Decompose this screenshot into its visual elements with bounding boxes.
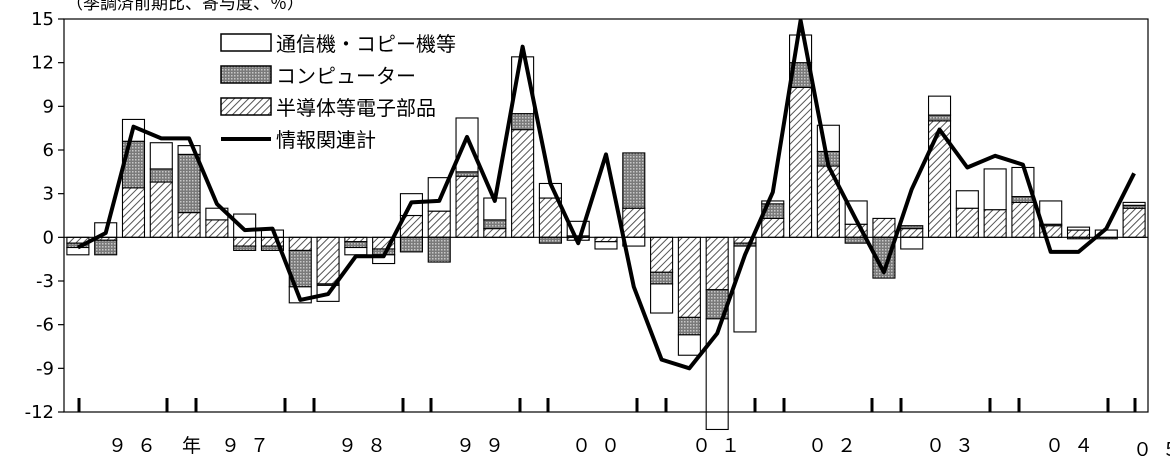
bar-computer	[344, 241, 368, 249]
bar-computer	[650, 271, 674, 285]
y-tick-label: -12	[25, 402, 54, 423]
bar-computer	[927, 114, 952, 122]
bar-semiconductor	[650, 236, 674, 273]
bar-computer	[511, 113, 535, 131]
bar-semiconductor	[1066, 229, 1091, 238]
bar-computer	[427, 236, 451, 263]
bar-computer	[622, 152, 646, 209]
legend-label-total: 情報関連計	[276, 128, 376, 152]
bar-telecom	[900, 236, 924, 250]
bar-semiconductor	[316, 236, 340, 285]
bar-telecom	[983, 168, 1007, 211]
x-tick-label: ０５	[1133, 439, 1170, 461]
bar-semiconductor	[455, 175, 479, 238]
bar-telecom	[455, 117, 479, 173]
bar-computer	[94, 239, 118, 256]
y-tick-label: -9	[36, 358, 54, 379]
x-tick-label: ０１	[692, 435, 750, 457]
bar-telecom	[677, 334, 701, 356]
x-tick-label: ０４	[1045, 435, 1103, 457]
bar-semiconductor	[761, 217, 785, 238]
bar-semiconductor	[427, 210, 451, 238]
bar-semiconductor	[983, 209, 1007, 238]
legend: 通信機・コピー機等 コンピューター 半導体等電子部品 情報関連計	[220, 32, 456, 152]
bar-semiconductor	[288, 236, 312, 251]
bar-semiconductor	[1011, 201, 1035, 238]
x-tick-label: ００	[572, 435, 630, 457]
legend-label-telecom: 通信機・コピー機等	[276, 32, 456, 56]
x-tick-label: ０２	[808, 435, 866, 457]
x-tick-label: ９９	[456, 435, 514, 457]
plot-frame	[63, 18, 1149, 413]
y-tick-label: 6	[43, 140, 54, 161]
bar-telecom	[705, 318, 729, 431]
bar-telecom	[1066, 226, 1091, 231]
bar-semiconductor	[900, 228, 924, 238]
x-tick-label: ９６	[108, 435, 166, 457]
legend-swatch-computer	[220, 65, 272, 84]
bar-telecom	[66, 246, 90, 256]
y-tick-label: 12	[31, 53, 54, 74]
bar-semiconductor	[594, 236, 618, 243]
bar-semiconductor	[344, 236, 368, 243]
bar-semiconductor	[121, 187, 146, 238]
bar-semiconductor	[177, 212, 201, 238]
bar-telecom	[344, 246, 368, 256]
bar-computer	[399, 236, 423, 253]
bar-computer	[483, 219, 507, 230]
bar-semiconductor	[955, 207, 979, 238]
bar-semiconductor	[205, 219, 229, 238]
y-tick-label: 3	[43, 184, 54, 205]
bar-semiconductor	[789, 86, 813, 238]
bar-computer	[455, 171, 479, 177]
legend-swatch-semiconductor	[220, 97, 272, 116]
bar-semiconductor	[1122, 207, 1146, 238]
bar-computer	[233, 245, 257, 251]
bar-semiconductor	[149, 181, 173, 238]
y-tick-label: -3	[36, 271, 54, 292]
legend-label-semiconductor: 半導体等電子部品	[276, 96, 436, 120]
bar-telecom	[927, 95, 952, 116]
bar-telecom	[594, 241, 618, 250]
bar-computer	[677, 316, 701, 336]
bar-semiconductor	[483, 228, 507, 238]
bar-computer	[1011, 196, 1035, 203]
bar-computer	[121, 140, 146, 189]
bar-computer	[538, 236, 562, 244]
bar-semiconductor	[872, 217, 896, 238]
bar-telecom	[149, 142, 173, 170]
bar-telecom	[955, 190, 979, 209]
bar-computer	[149, 168, 173, 183]
unit-label: （季調済前期比、寄与度、％）	[66, 0, 304, 14]
bar-telecom	[177, 145, 201, 155]
bar-semiconductor	[677, 236, 701, 318]
y-tick-label: 9	[43, 96, 54, 117]
y-tick-label: -6	[36, 315, 54, 336]
bar-semiconductor	[622, 207, 646, 238]
legend-swatch-telecom	[220, 33, 272, 52]
y-tick-label: 0	[43, 227, 54, 248]
bar-semiconductor	[705, 236, 729, 291]
bar-computer	[260, 245, 285, 251]
x-tick-label: ０３	[926, 435, 984, 457]
bar-computer	[900, 225, 924, 230]
x-tick-label: ９８	[338, 435, 396, 457]
bar-semiconductor	[233, 236, 257, 247]
bar-telecom	[1039, 200, 1063, 225]
x-tick-label: ９７	[221, 435, 279, 457]
bar-computer	[177, 153, 201, 214]
legend-label-computer: コンピューター	[276, 64, 416, 88]
bar-telecom	[761, 200, 785, 205]
bar-telecom	[1122, 201, 1146, 206]
x-tick-label: 年	[182, 435, 211, 457]
bar-telecom	[650, 283, 674, 314]
bar-telecom	[233, 213, 257, 238]
y-tick-label: 15	[31, 9, 54, 30]
bar-semiconductor	[511, 129, 535, 238]
